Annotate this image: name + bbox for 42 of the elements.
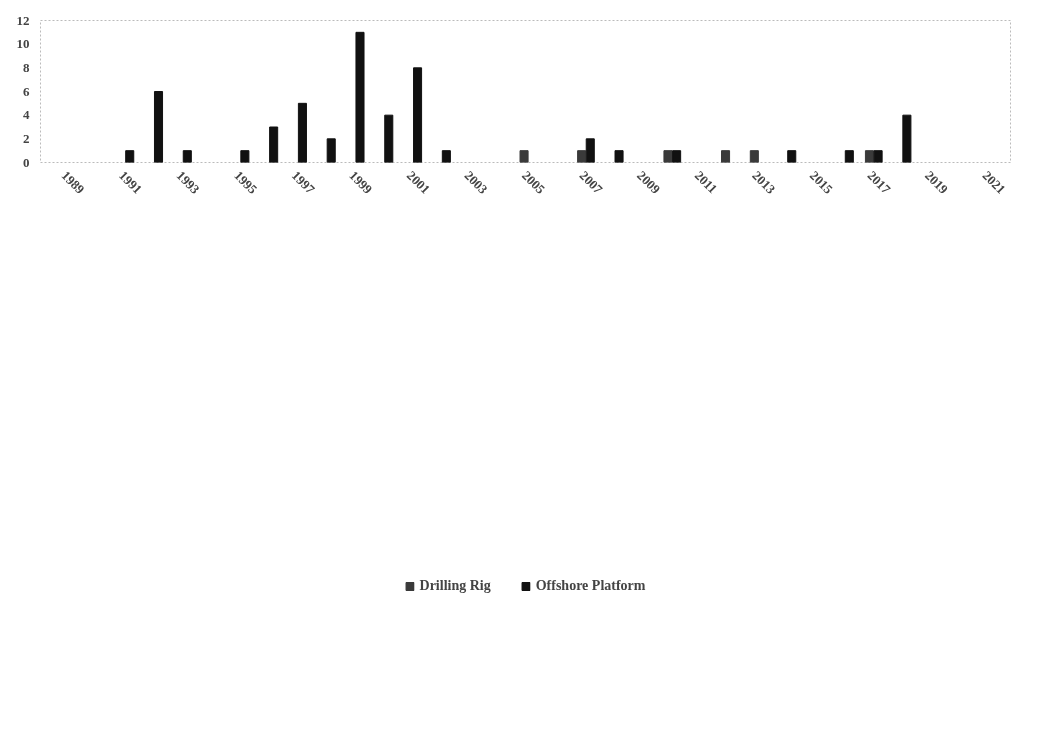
bar [297, 102, 307, 163]
legend-label: Drilling Rig [419, 578, 491, 594]
y-tick-label: 6 [23, 83, 30, 99]
bar [153, 91, 164, 163]
y-tick-label: 2 [23, 130, 30, 146]
bar [787, 150, 797, 163]
x-tick-label: 2017 [864, 167, 894, 198]
y-tick-label: 8 [23, 59, 30, 75]
y-tick-label: 10 [16, 36, 30, 52]
bar [326, 138, 336, 163]
bar [844, 150, 854, 163]
legend-label: Offshore Platform [535, 578, 646, 594]
x-tick-label: 2009 [634, 167, 664, 198]
bar [384, 114, 394, 163]
x-tick-label: 1997 [288, 167, 319, 198]
bar [585, 138, 595, 163]
x-tick-label: 1995 [231, 167, 261, 198]
bar [614, 150, 624, 163]
y-tick-label: 12 [16, 12, 30, 28]
y-tick-label: 4 [23, 107, 30, 123]
x-tick-label: 2019 [922, 167, 952, 198]
bar [269, 126, 279, 163]
bar [125, 150, 135, 163]
bar [672, 150, 682, 163]
y-tick-label: 0 [23, 154, 30, 170]
x-tick-label: 1999 [346, 167, 376, 198]
bar [355, 31, 365, 163]
bar [721, 150, 731, 163]
bar [749, 150, 759, 163]
bar [182, 150, 192, 163]
x-tick-label: 2007 [576, 167, 607, 198]
bar [441, 150, 451, 163]
bar [240, 150, 250, 163]
x-tick-label: 1991 [116, 167, 146, 197]
bar [873, 150, 883, 163]
bar [577, 150, 587, 163]
x-tick-label: 1993 [173, 167, 204, 198]
x-tick-label: 1989 [58, 167, 88, 198]
bar [519, 150, 529, 163]
bar [663, 150, 673, 163]
bar [902, 114, 912, 163]
bar [413, 67, 423, 163]
